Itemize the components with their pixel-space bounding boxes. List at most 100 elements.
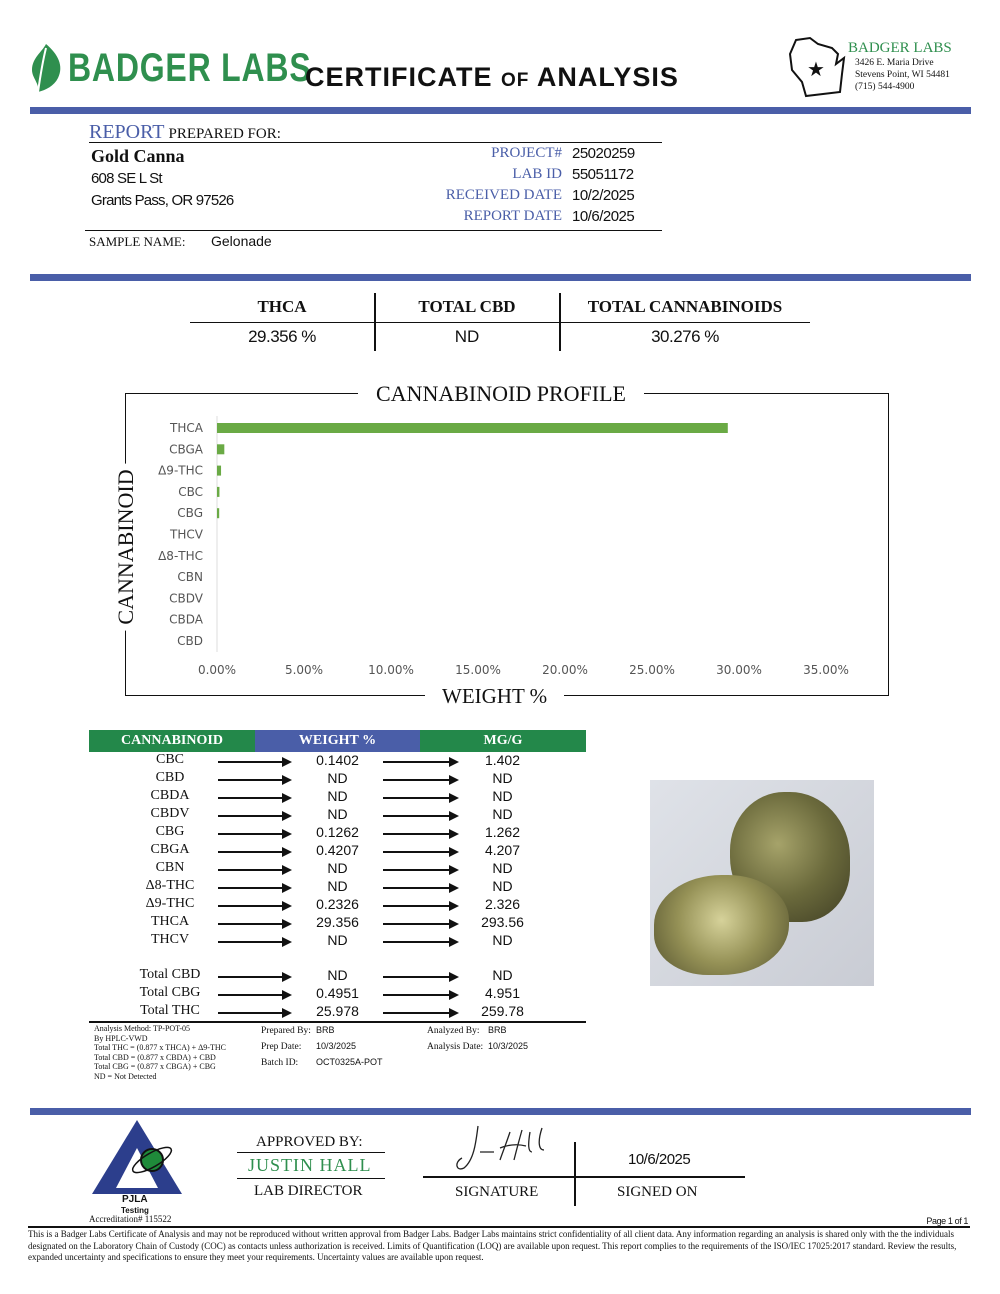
table-row: CBN ND ND bbox=[90, 860, 590, 878]
arrow-icon bbox=[383, 847, 459, 857]
arrow-icon bbox=[383, 972, 459, 982]
results-table-header: CANNABINOID WEIGHT % MG/G bbox=[89, 730, 586, 752]
cannabinoid-name: CBGA bbox=[150, 842, 190, 857]
batch-id: OCT0325A-POT bbox=[316, 1057, 383, 1067]
x-tick-label: 35.00% bbox=[803, 663, 849, 677]
column-header: WEIGHT % bbox=[255, 730, 420, 752]
arrow-icon bbox=[218, 990, 292, 1000]
arrow-icon bbox=[383, 811, 459, 821]
prep-date: 10/3/2025 bbox=[316, 1041, 357, 1051]
client-name: Gold Canna bbox=[91, 146, 185, 166]
mg-per-g: ND bbox=[492, 788, 513, 804]
mg-per-g: 1.262 bbox=[484, 824, 521, 840]
column-header: MG/G bbox=[420, 730, 586, 752]
weight-percent: ND bbox=[327, 932, 348, 948]
cannabinoid-name: CBG bbox=[155, 824, 185, 839]
mg-per-g: ND bbox=[492, 932, 513, 948]
chart-title: CANNABINOID PROFILE bbox=[358, 381, 644, 407]
x-tick-label: 10.00% bbox=[368, 663, 414, 677]
lab-name: BADGER LABS bbox=[848, 40, 952, 56]
x-tick-label: 30.00% bbox=[716, 663, 762, 677]
lab-id: 55051172 bbox=[572, 166, 634, 183]
label: Analyzed By: bbox=[427, 1026, 480, 1036]
category-label: CBDA bbox=[169, 613, 204, 627]
cannabinoid-name: Δ8-THC bbox=[145, 878, 195, 893]
arrow-icon bbox=[218, 919, 292, 929]
testing-text: Testing bbox=[121, 1206, 149, 1215]
arrow-icon bbox=[383, 775, 459, 785]
category-label: CBN bbox=[177, 570, 203, 584]
note-line: ND = Not Detected bbox=[94, 1071, 157, 1081]
arrow-icon bbox=[218, 972, 292, 982]
weight-percent: 0.1262 bbox=[316, 824, 359, 840]
mg-per-g: 293.56 bbox=[481, 914, 524, 930]
signed-on-date: 10/6/2025 bbox=[628, 1151, 691, 1168]
cannabinoid-name: CBDA bbox=[150, 788, 190, 803]
table-row: CBGA 0.4207 4.207 bbox=[90, 842, 590, 860]
client-address: 608 SE L St bbox=[91, 170, 162, 187]
cannabinoid-name: Total THC bbox=[140, 1003, 200, 1018]
mg-per-g: ND bbox=[492, 806, 513, 822]
cannabinoid-name: Δ9-THC bbox=[145, 896, 195, 911]
table-row: THCV ND ND bbox=[90, 932, 590, 950]
note-line: By HPLC-VWD bbox=[94, 1033, 148, 1043]
prep-info: Prepared By: BRB Prep Date: 10/3/2025 Batc… bbox=[261, 1023, 383, 1071]
weight-percent: ND bbox=[327, 967, 348, 983]
divider bbox=[30, 274, 971, 281]
weight-percent: ND bbox=[327, 770, 348, 786]
report-details: PROJECT# 25020259 LAB ID 55051172 RECEIVED… bbox=[420, 144, 660, 226]
analysis-notes: Analysis Method: TP-POT-05 By HPLC-VWD Tot… bbox=[94, 1024, 226, 1081]
table-row: Total CBD ND ND bbox=[90, 967, 590, 985]
mg-per-g: 4.207 bbox=[484, 842, 521, 858]
column-header: CANNABINOID bbox=[89, 730, 255, 752]
arrow-icon bbox=[218, 811, 292, 821]
title-part: OF bbox=[501, 70, 530, 91]
cannabinoid-name: Total CBG bbox=[139, 985, 201, 1000]
category-label: CBDV bbox=[169, 591, 204, 605]
summary: THCA TOTAL CBD TOTAL CANNABINOIDS 29.356… bbox=[190, 293, 810, 351]
label: Batch ID: bbox=[261, 1058, 299, 1068]
arrow-icon bbox=[383, 901, 459, 911]
page-title: CERTIFICATE OF ANALYSIS bbox=[305, 62, 679, 93]
table-row: Δ9-THC 0.2326 2.326 bbox=[90, 896, 590, 914]
mg-per-g: ND bbox=[492, 878, 513, 894]
mg-per-g: 259.78 bbox=[481, 1003, 524, 1019]
total-cannabinoids-value: 30.276 % bbox=[651, 327, 719, 346]
project-label: PROJECT# bbox=[491, 145, 562, 161]
total-cbd-value: ND bbox=[454, 327, 480, 346]
analyzed-by: BRB bbox=[488, 1025, 507, 1035]
report-date: 10/6/2025 bbox=[572, 208, 635, 225]
wisconsin-map-icon: ★ bbox=[788, 34, 850, 105]
category-label: Δ9-THC bbox=[158, 464, 203, 478]
received-date: 10/2/2025 bbox=[572, 187, 635, 204]
svg-text:★: ★ bbox=[807, 59, 825, 81]
x-tick-label: 15.00% bbox=[455, 663, 501, 677]
arrow-icon bbox=[383, 829, 459, 839]
table-row: THCA 29.356 293.56 bbox=[90, 914, 590, 932]
address-line: Stevens Point, WI 54481 bbox=[855, 70, 950, 80]
cannabinoid-name: CBC bbox=[155, 752, 184, 767]
weight-percent: ND bbox=[327, 806, 348, 822]
weight-percent: 0.1402 bbox=[316, 752, 359, 768]
cannabinoid-name: CBD bbox=[155, 770, 185, 785]
x-tick-label: 0.00% bbox=[198, 663, 236, 677]
weight-percent: 0.4207 bbox=[316, 842, 359, 858]
cannabinoid-name: THCV bbox=[150, 932, 190, 947]
arrow-icon bbox=[383, 757, 459, 767]
bar-CBGA bbox=[217, 444, 225, 455]
title-part: CERTIFICATE bbox=[305, 62, 493, 92]
summary-label: TOTAL CANNABINOIDS bbox=[587, 297, 783, 316]
chart-xlabel: WEIGHT % bbox=[425, 684, 565, 709]
prepared-by: BRB bbox=[316, 1025, 335, 1035]
lab-address: 3426 E. Maria Drive Stevens Point, WI 544… bbox=[855, 57, 950, 93]
client-address: Grants Pass, OR 97526 bbox=[91, 192, 234, 209]
pjla-text: PJLA bbox=[122, 1194, 148, 1205]
badger-leaf-logo-icon bbox=[28, 44, 64, 93]
arrow-icon bbox=[218, 1008, 292, 1018]
table-row: CBG 0.1262 1.262 bbox=[90, 824, 590, 842]
weight-percent: ND bbox=[327, 788, 348, 804]
analysis-date: 10/3/2025 bbox=[488, 1041, 529, 1051]
arrow-icon bbox=[218, 901, 292, 911]
report-date-label: REPORT DATE bbox=[463, 208, 562, 224]
arrow-icon bbox=[383, 919, 459, 929]
